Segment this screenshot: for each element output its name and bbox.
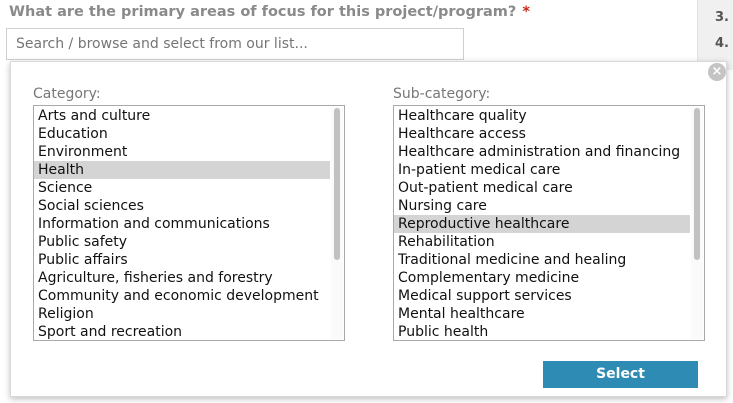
right-rail: 3. 4. — [697, 0, 733, 70]
required-marker: * — [522, 4, 530, 20]
subcategory-option[interactable]: Medical support services — [398, 288, 572, 304]
step-number: 4. — [715, 36, 729, 51]
subcategory-option[interactable]: Nursing care — [398, 198, 487, 214]
subcategory-option[interactable]: In-patient medical care — [398, 162, 561, 178]
subcategory-list[interactable]: Healthcare quality Healthcare access Healt… — [393, 105, 705, 341]
category-option[interactable]: Environment — [38, 144, 128, 160]
category-option[interactable]: Education — [38, 126, 108, 142]
close-icon[interactable]: × — [708, 63, 726, 81]
category-option[interactable]: Agriculture, fisheries and forestry — [38, 270, 273, 286]
category-list[interactable]: Arts and culture Education Environment Heal… — [33, 105, 345, 341]
subcategory-option[interactable]: Healthcare quality — [398, 108, 527, 124]
category-scroll-thumb[interactable] — [334, 108, 340, 260]
subcategory-option[interactable]: Out-patient medical care — [398, 180, 573, 196]
question-label: What are the primary areas of focus for … — [9, 4, 530, 20]
category-option[interactable]: Information and communications — [38, 216, 270, 232]
subcategory-scroll-thumb[interactable] — [694, 108, 700, 260]
subcategory-option[interactable]: Mental healthcare — [398, 306, 525, 322]
category-option[interactable]: Religion — [38, 306, 94, 322]
category-option[interactable]: Public affairs — [38, 252, 128, 268]
subcategory-option[interactable]: Reproductive healthcare — [394, 215, 690, 233]
category-option[interactable]: Social sciences — [38, 198, 144, 214]
subcategory-option[interactable]: Healthcare access — [398, 126, 526, 142]
subcategory-option[interactable]: Public health — [398, 324, 489, 340]
category-scrollbar[interactable] — [331, 107, 343, 339]
subcategory-scrollbar[interactable] — [691, 107, 703, 339]
category-option[interactable]: Health — [34, 161, 330, 179]
subcategory-option[interactable]: Rehabilitation — [398, 234, 495, 250]
subcategory-option[interactable]: Traditional medicine and healing — [398, 252, 627, 268]
category-option[interactable]: Community and economic development — [38, 288, 319, 304]
question-text: What are the primary areas of focus for … — [9, 4, 517, 20]
category-option[interactable]: Science — [38, 180, 93, 196]
category-option[interactable]: Arts and culture — [38, 108, 151, 124]
subcategory-label: Sub-category: — [393, 86, 491, 102]
search-input[interactable] — [6, 28, 464, 60]
select-button[interactable]: Select — [543, 361, 698, 388]
category-option[interactable]: Public safety — [38, 234, 128, 250]
subcategory-option[interactable]: Complementary medicine — [398, 270, 580, 286]
subcategory-option[interactable]: Healthcare administration and financing — [398, 144, 681, 160]
category-option[interactable]: Sport and recreation — [38, 324, 183, 340]
step-number: 3. — [715, 10, 729, 25]
category-label: Category: — [33, 86, 101, 102]
